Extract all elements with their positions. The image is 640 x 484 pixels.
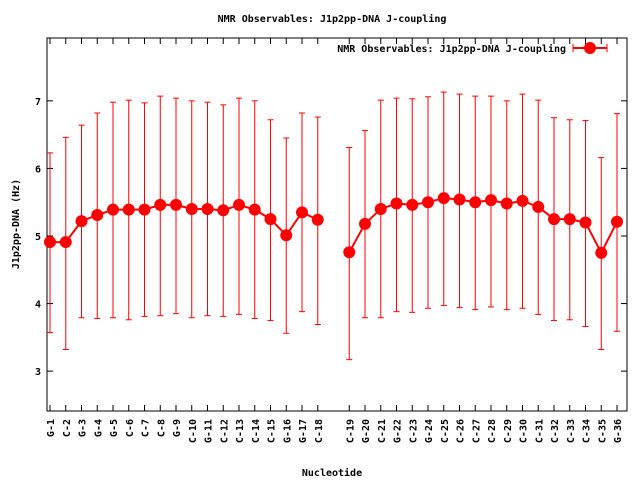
x-tick-label: G-1 (46, 419, 57, 437)
data-point (296, 206, 308, 219)
x-tick-label: G-4 (93, 419, 104, 437)
data-point (280, 229, 293, 242)
data-point (611, 215, 623, 228)
data-point (532, 200, 545, 213)
x-tick-label: G-9 (172, 419, 183, 437)
x-tick-label: C-15 (267, 419, 278, 443)
data-point (264, 213, 277, 226)
data-point (233, 198, 245, 211)
data-point (75, 215, 88, 228)
legend-marker (584, 42, 596, 54)
x-tick-label: C-35 (597, 419, 608, 443)
x-tick-label: G-22 (393, 419, 404, 443)
x-tick-label: C-12 (219, 419, 230, 443)
data-point (91, 209, 104, 222)
data-point (122, 203, 135, 216)
x-tick-label: C-10 (188, 419, 199, 443)
plot-frame (46, 37, 628, 412)
x-tick-label: C-19 (345, 419, 356, 443)
y-tick-label: 3 (35, 367, 41, 378)
x-tick-label: C-34 (582, 419, 593, 443)
x-tick-label: C-23 (408, 419, 419, 443)
x-tick-label: G-24 (424, 419, 435, 443)
x-tick-label: C-32 (550, 419, 561, 443)
data-point (201, 202, 214, 215)
data-point (390, 197, 403, 210)
data-point (217, 204, 230, 217)
x-tick-label: C-2 (62, 419, 73, 437)
x-tick-label: C-25 (440, 419, 451, 443)
data-point (343, 246, 356, 259)
x-tick-label: G-5 (109, 419, 120, 437)
x-tick-label: G-20 (361, 419, 372, 443)
data-point (500, 197, 513, 210)
data-point (422, 196, 434, 209)
y-tick-label: 4 (35, 300, 41, 311)
x-axis-label: Nucleotide (302, 467, 362, 479)
data-point (44, 236, 56, 249)
data-point (248, 203, 261, 216)
data-point (170, 198, 182, 211)
x-tick-label: C-14 (251, 419, 262, 443)
x-tick-label: C-7 (141, 419, 152, 437)
data-point (154, 198, 167, 211)
data-point (59, 236, 72, 249)
data-point (469, 196, 482, 209)
x-tick-label: C-13 (235, 419, 246, 443)
data-point (437, 192, 450, 205)
data-point (453, 193, 466, 206)
legend-label: NMR Observables: J1p2pp-DNA J-coupling (337, 43, 566, 55)
x-tick-label: C-29 (503, 419, 514, 443)
x-tick-label: G-11 (204, 419, 215, 443)
x-tick-label: C-31 (534, 419, 545, 443)
x-tick-label: C-27 (471, 419, 482, 443)
x-tick-label: C-30 (519, 419, 530, 443)
x-tick-label: G-36 (613, 419, 624, 443)
data-point (595, 246, 608, 259)
x-tick-label: C-6 (125, 419, 136, 437)
data-point (548, 213, 560, 226)
x-axis: G-1 C-2 G-3 G-4 G-5 C-6 C-7 C-8 G-9 C-10 G-11 C-12 C… (46, 38, 624, 443)
data-point (406, 198, 419, 211)
y-tick-label: 6 (35, 164, 41, 175)
series-line (348, 197, 618, 256)
data-point (138, 203, 151, 216)
x-tick-label: C-21 (377, 419, 388, 443)
data-series (44, 91, 623, 361)
data-point (485, 194, 497, 207)
x-tick-label: G-16 (282, 419, 293, 443)
y-tick-label: 7 (35, 97, 41, 108)
y-axis-label: J1p2pp-DNA (Hz) (11, 179, 22, 269)
series-line (50, 203, 319, 244)
data-point (311, 213, 324, 226)
x-tick-label: C-28 (487, 419, 498, 443)
data-point (579, 216, 592, 229)
data-point (516, 194, 529, 207)
legend: NMR Observables: J1p2pp-DNA J-coupling (337, 42, 608, 55)
x-tick-label: C-33 (566, 419, 577, 443)
y-tick-label: 5 (35, 232, 41, 243)
x-tick-label: C-18 (314, 419, 325, 443)
chart-title: NMR Observables: J1p2pp-DNA J-coupling (218, 13, 447, 25)
data-point (185, 202, 198, 215)
x-tick-label: G-17 (298, 419, 309, 443)
x-tick-label: C-8 (156, 419, 167, 437)
data-point (374, 202, 387, 215)
data-point (359, 217, 371, 230)
x-tick-label: G-3 (78, 419, 89, 437)
data-point (107, 203, 119, 216)
x-tick-label: C-26 (456, 419, 467, 443)
data-point (563, 213, 576, 226)
